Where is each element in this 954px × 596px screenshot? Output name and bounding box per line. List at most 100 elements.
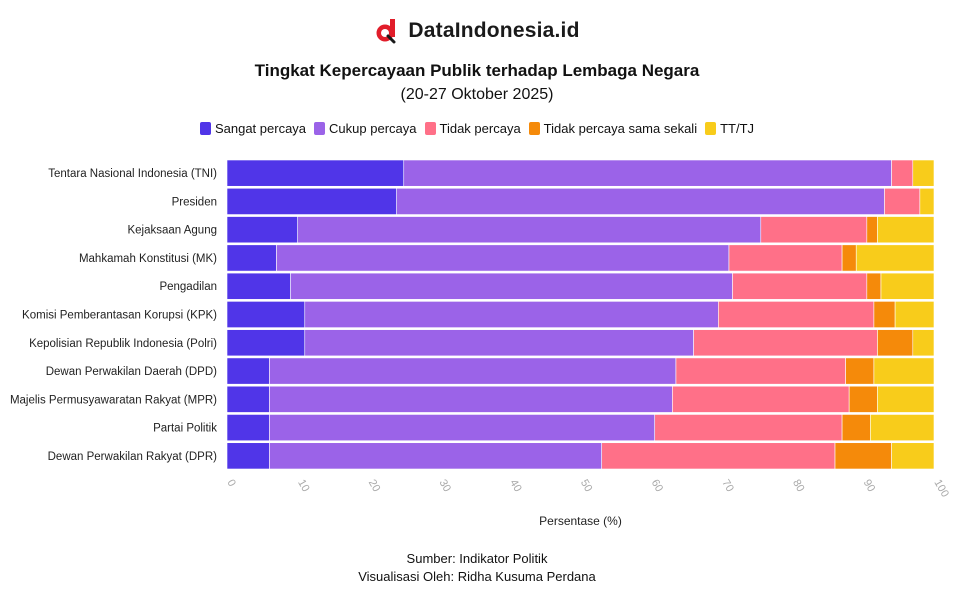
bar-segment xyxy=(728,244,843,272)
chart-title: Tingkat Kepercayaan Publik terhadap Lemb… xyxy=(254,61,700,80)
category-label: Majelis Permusyawaratan Rakyat (MPR) xyxy=(10,394,217,406)
bar-segment xyxy=(226,357,270,385)
bar-segment xyxy=(226,301,306,328)
bar-segment xyxy=(919,187,935,215)
bar-segment xyxy=(760,216,868,244)
x-tick-label: 70 xyxy=(719,478,736,495)
category-label: Pengadilan xyxy=(159,281,217,293)
x-tick-label: 90 xyxy=(861,478,878,495)
x-tick-label: 80 xyxy=(790,478,807,495)
bar-segment xyxy=(304,301,719,328)
legend-swatch xyxy=(199,122,211,135)
bar-segment xyxy=(866,272,882,300)
category-label: Kepolisian Republik Indonesia (Polri) xyxy=(29,338,217,350)
bar-segment xyxy=(601,442,836,470)
bar-segment xyxy=(276,244,730,272)
bar-segment xyxy=(226,414,270,442)
bar-segment xyxy=(269,442,603,470)
bar-segment xyxy=(269,385,673,413)
bar-segment xyxy=(841,244,857,272)
category-label: Mahkamah Konstitusi (MK) xyxy=(79,253,217,265)
legend-item: Cukup percaya xyxy=(314,121,417,136)
bar-segment xyxy=(675,357,846,385)
bar-segment xyxy=(912,159,935,187)
dataindonesia-logo-icon xyxy=(376,19,396,44)
legend-label: TT/TJ xyxy=(720,121,755,136)
bar-segment xyxy=(718,301,875,328)
bar-segment xyxy=(880,272,935,300)
x-tick-label: 60 xyxy=(649,478,666,495)
category-label: Presiden xyxy=(172,196,217,208)
bar-segment xyxy=(290,272,733,300)
bar-segment xyxy=(226,329,306,357)
bar-segment xyxy=(226,187,397,215)
x-axis-title: Persentase (%) xyxy=(539,514,622,528)
bar-segment xyxy=(834,442,892,470)
bar-segment xyxy=(877,385,935,413)
bar-segment xyxy=(226,385,270,413)
bar-segment xyxy=(297,216,762,244)
bar-segment xyxy=(732,272,868,300)
bar-segment xyxy=(226,216,298,244)
legend-swatch xyxy=(705,122,717,135)
bar-segment xyxy=(845,357,875,385)
legend-swatch xyxy=(314,122,326,135)
bar-segment xyxy=(654,414,843,442)
source-note: Sumber: Indikator Politik xyxy=(406,551,548,566)
bar-segment xyxy=(873,357,935,385)
bar-segment xyxy=(912,329,935,357)
bar-segment xyxy=(855,244,935,272)
bar-segment xyxy=(269,357,677,385)
bar-segment xyxy=(403,159,892,187)
bar-segment xyxy=(891,442,935,470)
bar-segment xyxy=(884,187,921,215)
x-tick-label: 50 xyxy=(578,478,595,495)
category-label: Kejaksaan Agung xyxy=(127,225,217,237)
x-tick-label: 40 xyxy=(507,478,524,495)
bar-segment xyxy=(873,301,896,328)
bar-segment xyxy=(891,159,914,187)
category-label: Dewan Perwakilan Daerah (DPD) xyxy=(46,366,217,378)
category-label: Dewan Perwakilan Rakyat (DPR) xyxy=(48,451,218,463)
bar-segment xyxy=(877,329,914,357)
legend-swatch xyxy=(528,122,540,135)
chart-legend: Sangat percaya Cukup percaya Tidak percaya… xyxy=(0,121,954,136)
legend-label: Sangat percaya xyxy=(214,121,307,136)
category-label: Tentara Nasional Indonesia (TNI) xyxy=(48,168,217,180)
bar-segment xyxy=(226,272,291,300)
legend-label: Tidak percaya sama sekali xyxy=(543,121,698,136)
x-tick-label: 0 xyxy=(224,478,237,489)
bar-segment xyxy=(304,329,694,357)
brand-header: DataIndonesia.id xyxy=(0,18,954,44)
legend-swatch xyxy=(424,122,436,135)
legend-label: Cukup percaya xyxy=(329,121,417,136)
bar-segment xyxy=(894,301,935,328)
legend-label: Tidak percaya xyxy=(439,121,521,136)
legend-item: Tidak percaya sama sekali xyxy=(528,121,698,136)
bar-segment xyxy=(396,187,885,215)
bar-segment xyxy=(226,442,270,470)
bar-segment xyxy=(672,385,850,413)
bar-segment xyxy=(226,159,405,187)
bar-segment xyxy=(693,329,878,357)
x-tick-label: 20 xyxy=(366,478,383,495)
bar-segment xyxy=(841,414,871,442)
category-label: Partai Politik xyxy=(153,423,217,435)
x-tick-label: 100 xyxy=(931,478,951,500)
legend-item: Tidak percaya xyxy=(424,121,521,136)
bar-segment xyxy=(269,414,656,442)
x-tick-label: 10 xyxy=(295,478,312,495)
bar-segment xyxy=(866,216,878,244)
bar-segment xyxy=(870,414,935,442)
bar-segment xyxy=(226,244,277,272)
brand-name: DataIndonesia.id xyxy=(408,19,580,42)
bar-segment xyxy=(877,216,935,244)
credit-note: Visualisasi Oleh: Ridha Kusuma Perdana xyxy=(358,569,596,584)
chart-subtitle: (20-27 Oktober 2025) xyxy=(400,86,554,103)
legend-item: TT/TJ xyxy=(705,121,754,136)
category-label: Komisi Pemberantasan Korupsi (KPK) xyxy=(22,310,217,322)
x-tick-label: 30 xyxy=(437,478,454,495)
bar-segment xyxy=(848,385,878,413)
legend-item: Sangat percaya xyxy=(199,121,307,136)
